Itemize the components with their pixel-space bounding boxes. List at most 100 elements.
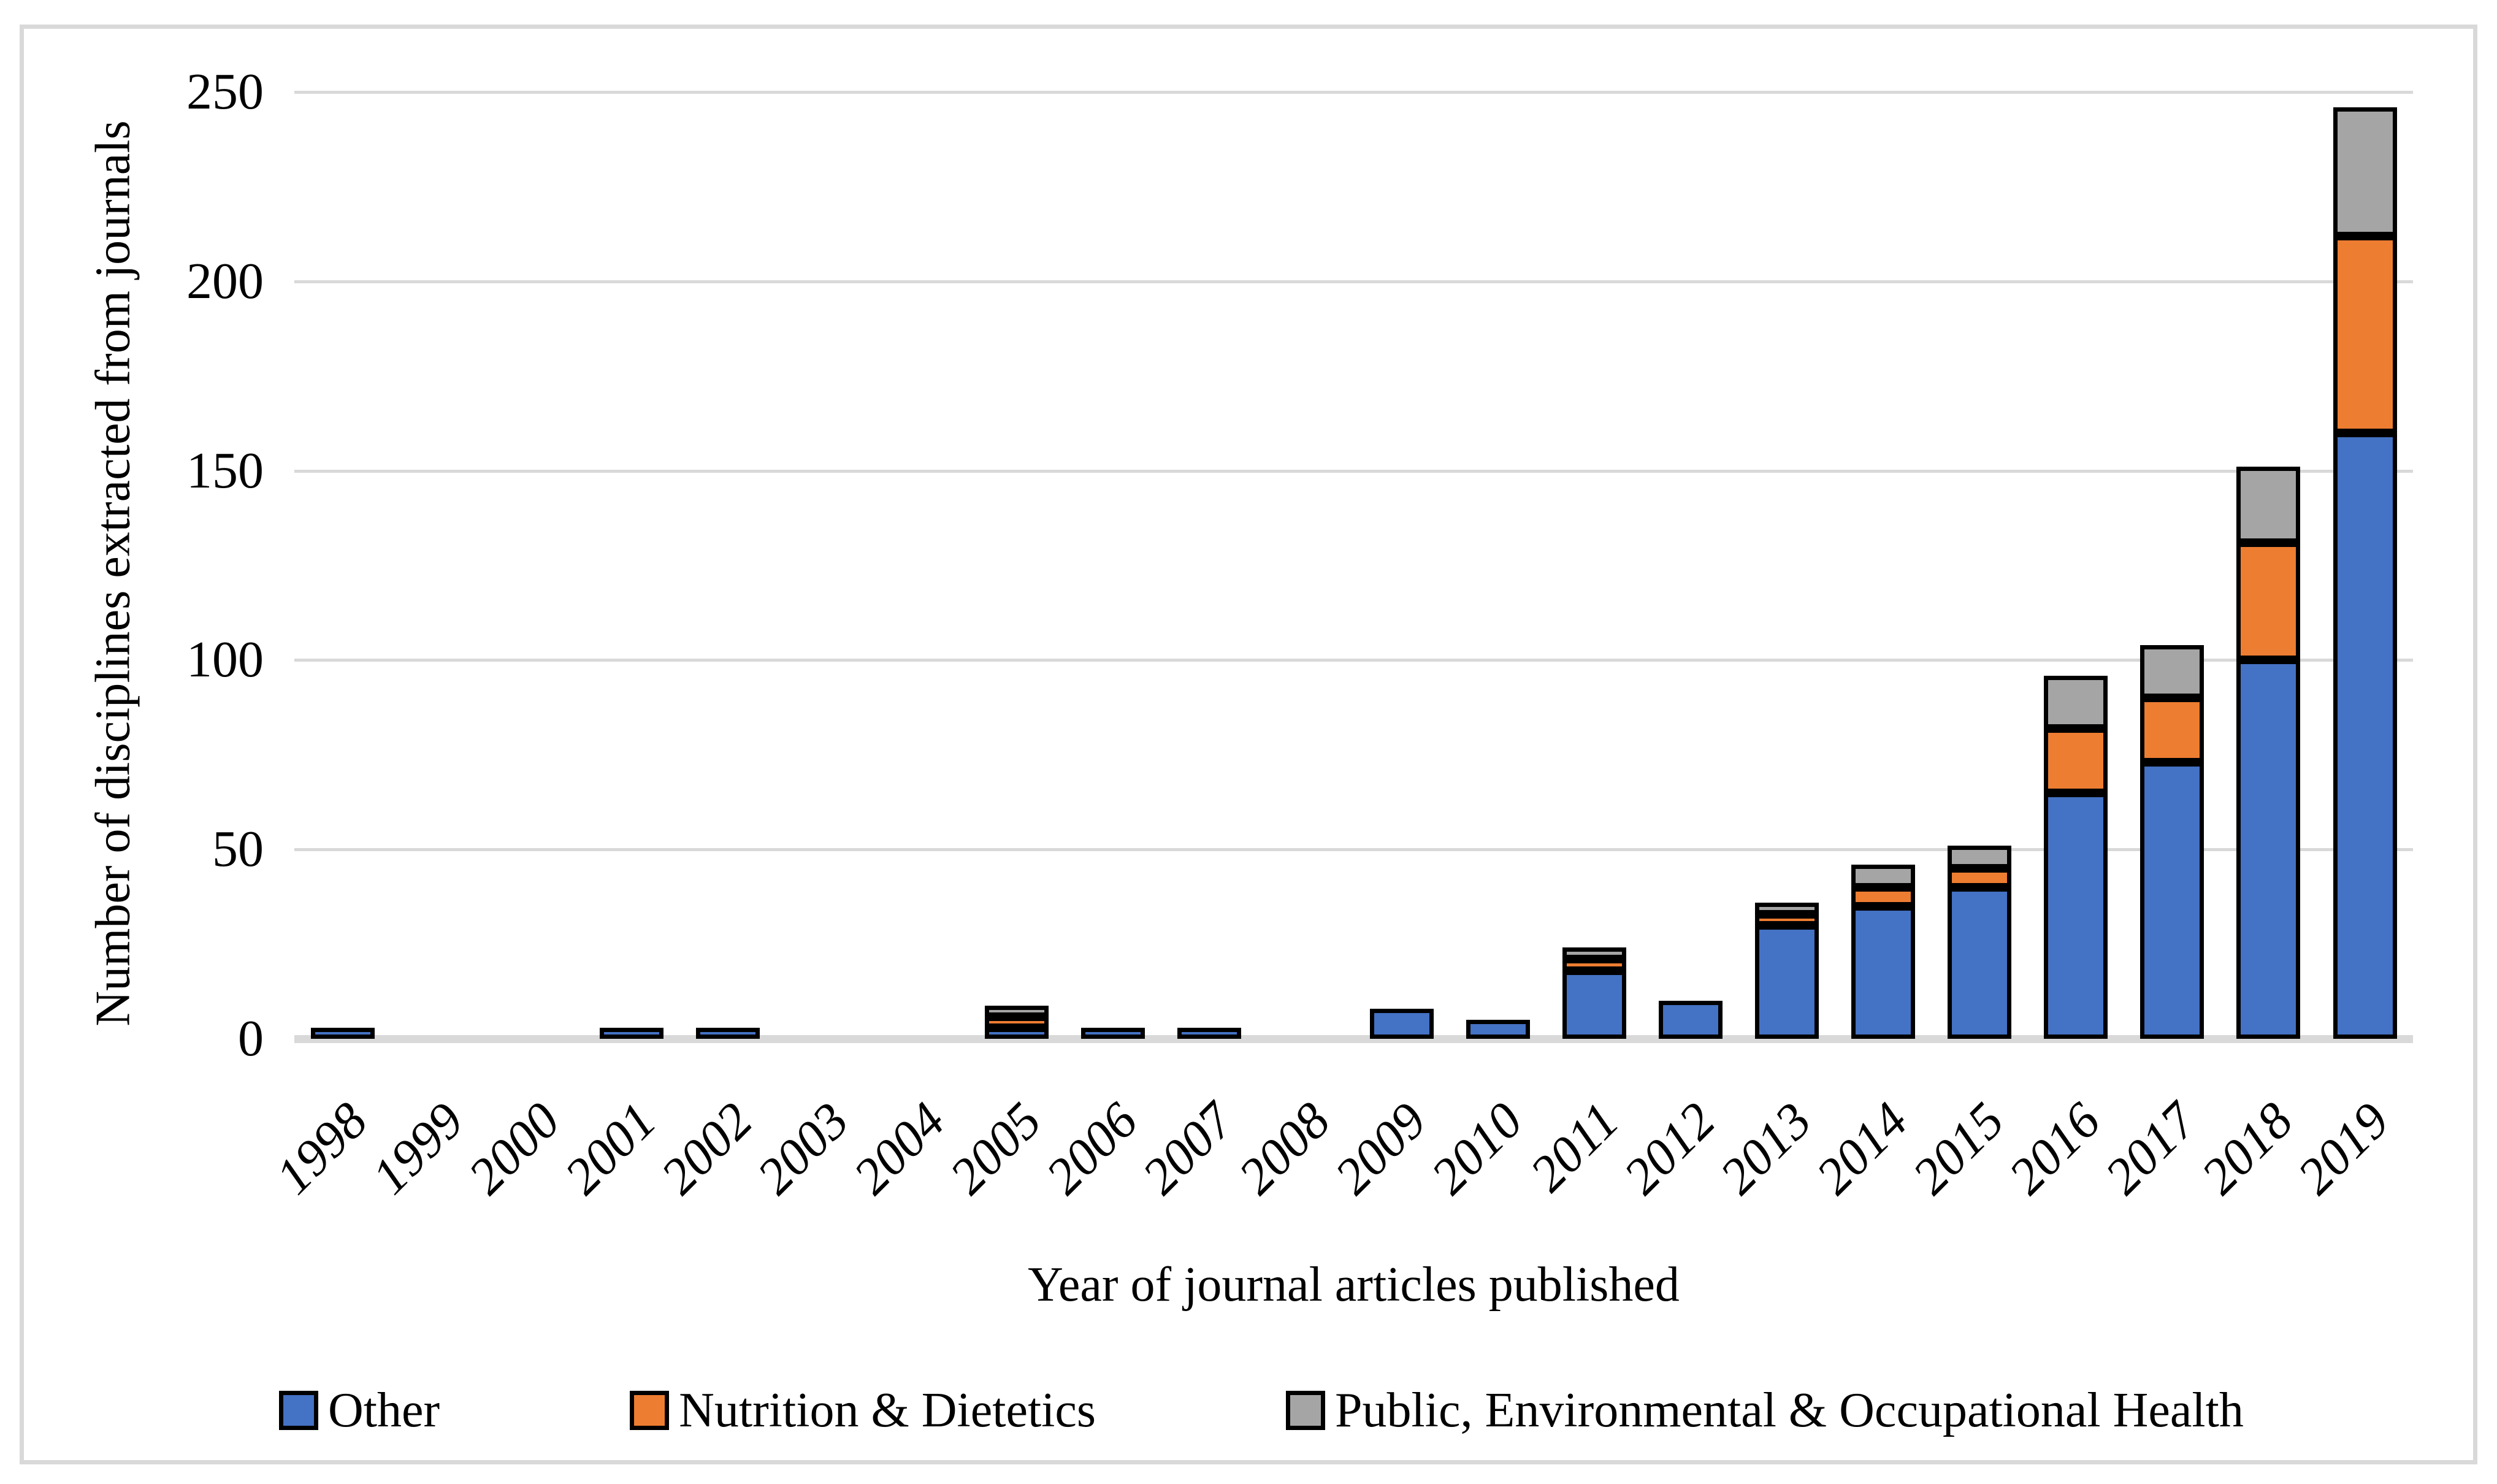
bar-2017 [2140, 645, 2204, 1039]
bar-slot-2010 [1450, 92, 1547, 1039]
y-tick-label-250: 250 [186, 63, 264, 120]
legend-item-public-environmental-occupational-health: Public, Environmental & Occupational Hea… [1286, 1381, 2244, 1440]
y-tick-label-200: 200 [186, 252, 264, 310]
bar-segment-2017-other [2140, 762, 2204, 1039]
bar-segment-2019-other [2333, 433, 2397, 1039]
legend: Other Nutrition & Dietetics Public, Enviro… [279, 1381, 2244, 1440]
bar-segment-2011-public-environmental-occupational-health [1562, 947, 1627, 959]
bars-layer [294, 92, 2413, 1039]
bar-segment-2017-public-environmental-occupational-health [2140, 645, 2204, 698]
bar-segment-2014-public-environmental-occupational-health [1851, 865, 1916, 887]
legend-swatch-icon [630, 1391, 670, 1430]
bar-segment-2012-other [1659, 1001, 1723, 1039]
bar-segment-2018-nutrition-dietetics [2236, 543, 2301, 660]
x-axis-tick-labels: 1998 1999 2000 2001 2002 2003 2004 2005 2006 2007… [265, 1064, 2413, 1266]
bar-2002 [695, 1028, 760, 1039]
bar-1998 [310, 1028, 375, 1039]
bar-slot-2002 [679, 92, 776, 1039]
bar-segment-2016-other [2044, 793, 2108, 1039]
bar-slot-2019 [2317, 92, 2413, 1039]
y-tick-label-100: 100 [186, 631, 264, 689]
legend-label: Nutrition & Dietetics [679, 1383, 1096, 1437]
bar-slot-2008 [1257, 92, 1353, 1039]
bar-slot-2009 [1354, 92, 1450, 1039]
bar-segment-2013-public-environmental-occupational-health [1755, 903, 1819, 914]
bar-slot-2015 [1932, 92, 2028, 1039]
bar-segment-2019-nutrition-dietetics [2333, 236, 2397, 433]
chart-outer-border [20, 25, 2477, 1464]
bar-segment-2016-nutrition-dietetics [2044, 729, 2108, 793]
bar-2010 [1466, 1020, 1531, 1039]
bar-2011 [1562, 947, 1627, 1039]
bar-segment-2015-other [1948, 887, 2012, 1039]
legend-item-other: Other [279, 1381, 440, 1440]
y-tick-label-150: 150 [186, 442, 264, 499]
plot-area [294, 91, 2413, 1043]
bar-segment-2015-nutrition-dietetics [1948, 868, 2012, 887]
bar-2015 [1948, 846, 2012, 1039]
bar-2007 [1177, 1028, 1241, 1039]
bar-segment-2018-public-environmental-occupational-health [2236, 467, 2301, 543]
gridline-250 [294, 91, 2413, 94]
bar-segment-2014-nutrition-dietetics [1851, 887, 1916, 906]
bar-2009 [1370, 1009, 1434, 1039]
bar-segment-2002-other [695, 1028, 760, 1039]
bar-slot-2018 [2220, 92, 2317, 1039]
bar-segment-2017-nutrition-dietetics [2140, 698, 2204, 762]
bar-slot-2013 [1739, 92, 1835, 1039]
bar-segment-2019-public-environmental-occupational-health [2333, 107, 2397, 236]
bar-slot-1998 [294, 92, 391, 1039]
bar-segment-2011-nutrition-dietetics [1562, 959, 1627, 971]
legend-swatch-icon [1286, 1391, 1326, 1430]
bar-slot-2011 [1547, 92, 1643, 1039]
gridline-150 [294, 470, 2413, 473]
bar-2001 [599, 1028, 663, 1039]
bar-slot-1999 [391, 92, 487, 1039]
bar-segment-2005-public-environmental-occupational-health [984, 1006, 1049, 1017]
bar-slot-2007 [1161, 92, 1257, 1039]
bar-segment-2010-other [1466, 1020, 1531, 1039]
bar-segment-2005-other [984, 1028, 1049, 1039]
bar-2019 [2333, 107, 2397, 1039]
y-tick-label-0: 0 [238, 1010, 264, 1067]
bar-2013 [1755, 903, 1819, 1039]
bar-segment-2006-other [1080, 1028, 1145, 1039]
bar-segment-2013-nutrition-dietetics [1755, 914, 1819, 925]
bar-slot-2006 [1065, 92, 1161, 1039]
bar-segment-2016-public-environmental-occupational-health [2044, 676, 2108, 729]
bar-segment-2014-other [1851, 906, 1916, 1039]
bar-2012 [1659, 1001, 1723, 1039]
y-tick-label-50: 50 [212, 820, 264, 878]
bar-segment-2018-other [2236, 660, 2301, 1039]
bar-segment-2007-other [1177, 1028, 1241, 1039]
bar-slot-2003 [776, 92, 872, 1039]
legend-item-nutrition-dietetics: Nutrition & Dietetics [630, 1381, 1096, 1440]
x-axis-title: Year of journal articles published [1028, 1258, 1680, 1312]
bar-segment-2011-other [1562, 971, 1627, 1039]
bar-segment-2001-other [599, 1028, 663, 1039]
bar-2014 [1851, 865, 1916, 1039]
legend-swatch-icon [279, 1391, 318, 1430]
bar-segment-2013-other [1755, 925, 1819, 1039]
bar-slot-2000 [487, 92, 583, 1039]
bar-segment-2005-nutrition-dietetics [984, 1017, 1049, 1028]
gridline-100 [294, 659, 2413, 662]
bar-slot-2012 [1643, 92, 1739, 1039]
bar-segment-1998-other [310, 1028, 375, 1039]
legend-label: Public, Environmental & Occupational Hea… [1335, 1383, 2244, 1437]
bar-segment-2009-other [1370, 1009, 1434, 1039]
bar-slot-2005 [968, 92, 1065, 1039]
bar-2016 [2044, 676, 2108, 1039]
gridline-200 [294, 280, 2413, 283]
bar-slot-2014 [1835, 92, 1932, 1039]
bar-2018 [2236, 467, 2301, 1039]
legend-label: Other [328, 1383, 440, 1437]
bar-slot-2017 [2124, 92, 2220, 1039]
bar-segment-2015-public-environmental-occupational-health [1948, 846, 2012, 868]
bar-slot-2001 [583, 92, 679, 1039]
bar-2005 [984, 1006, 1049, 1039]
y-axis-tick-labels: 0 50 100 150 200 250 [0, 63, 264, 1067]
bar-slot-2016 [2028, 92, 2124, 1039]
bar-2006 [1080, 1028, 1145, 1039]
